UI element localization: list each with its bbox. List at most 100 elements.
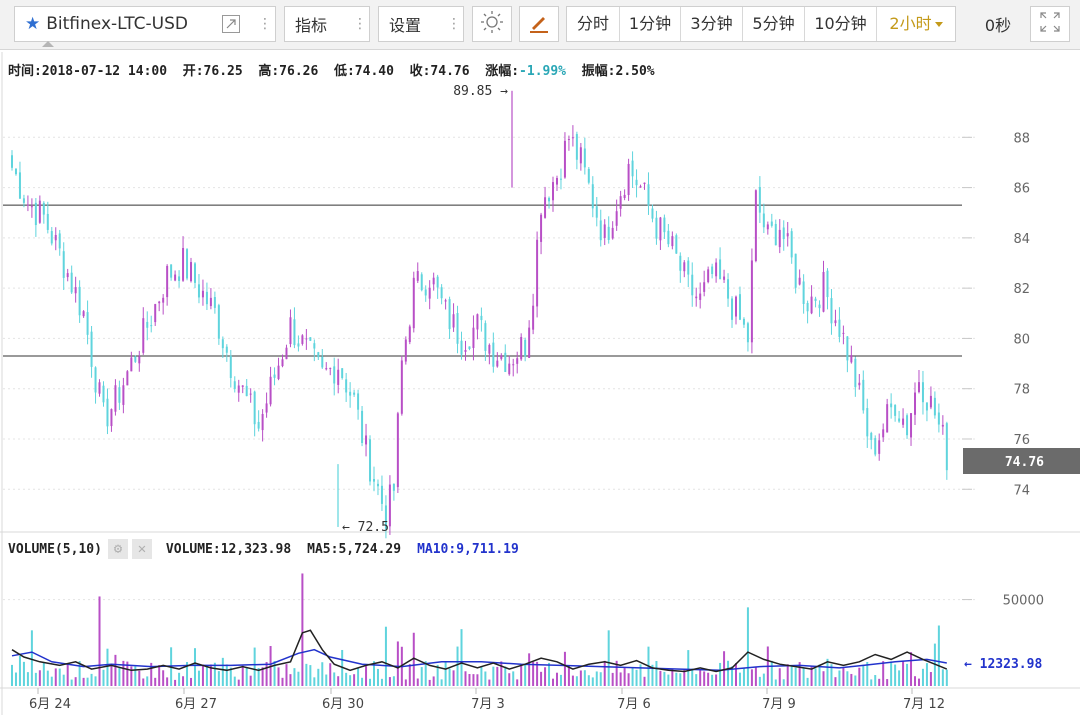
candle-body	[941, 424, 944, 427]
settings-dots-icon[interactable]: ⋮	[447, 16, 461, 32]
candle-body	[30, 206, 33, 208]
candle-body	[802, 281, 805, 304]
candle-body	[476, 314, 479, 330]
volume-bar	[778, 668, 781, 686]
more-dots-icon[interactable]: ⋮	[258, 16, 272, 32]
symbol-selector[interactable]: ★ Bitfinex-LTC-USD ⋮	[14, 6, 276, 47]
candle-body	[158, 301, 161, 304]
theme-toggle-button[interactable]	[472, 6, 512, 42]
candle-body	[261, 413, 264, 431]
volume-bar	[945, 669, 948, 686]
volume-bar	[122, 660, 125, 686]
volume-bar	[412, 632, 415, 686]
volume-bar	[186, 662, 189, 686]
volume-bar	[838, 670, 841, 686]
volume-bar	[842, 667, 845, 686]
candle-body	[444, 300, 447, 302]
volume-bar	[388, 677, 391, 686]
candle-body	[297, 343, 300, 347]
volume-bar	[82, 677, 85, 686]
price-tick-label: 86	[1013, 182, 1030, 197]
volume-bar	[874, 675, 877, 686]
candle-body	[814, 298, 817, 301]
candle-body	[221, 339, 224, 349]
countdown-timer: 0秒	[968, 6, 1028, 42]
candle-body	[555, 178, 558, 185]
candle-body	[611, 227, 614, 239]
candle-body	[536, 239, 539, 307]
volume-bar	[70, 679, 73, 686]
low-label: 低:	[333, 64, 355, 79]
gear-icon[interactable]: ⚙	[107, 539, 128, 559]
candle-body	[281, 359, 284, 367]
tab-timeframe-3min[interactable]: 3分钟	[681, 7, 743, 41]
candle-body	[512, 364, 515, 366]
volume-bar	[941, 669, 944, 686]
volume-bar	[285, 664, 288, 686]
draw-tool-button[interactable]	[519, 6, 559, 42]
candle-body	[213, 297, 216, 308]
volume-bar	[142, 678, 145, 686]
tab-timeframe-2h[interactable]: 2小时	[877, 7, 955, 41]
volume-bar	[727, 660, 730, 686]
candle-body	[480, 315, 483, 321]
volume-bar	[277, 667, 280, 686]
candle-body	[742, 318, 745, 325]
volume-bar	[162, 670, 165, 686]
tab-timeframe-5min[interactable]: 5分钟	[743, 7, 805, 41]
tab-timeframe-1min[interactable]: 1分钟	[620, 7, 681, 41]
settings-button[interactable]: 设置 ⋮	[378, 6, 464, 42]
candle-body	[639, 186, 642, 188]
volume-bar	[683, 668, 686, 686]
indicators-button[interactable]: 指标 ⋮	[284, 6, 370, 42]
indicators-label: 指标	[295, 16, 328, 35]
candle-body	[265, 403, 268, 413]
candle-body	[388, 484, 391, 527]
fullscreen-button[interactable]	[1030, 6, 1070, 42]
candle-body	[237, 385, 240, 393]
volume-bar	[846, 671, 849, 686]
candle-body	[663, 217, 666, 233]
volume-bar	[822, 671, 825, 686]
candle-body	[245, 385, 248, 397]
candle-body	[552, 182, 555, 201]
candle-body	[26, 204, 29, 206]
volume-bar	[102, 669, 105, 686]
volume-bar	[349, 675, 352, 686]
volume-bar	[723, 651, 726, 686]
close-icon[interactable]: ✕	[131, 539, 152, 559]
volume-bar	[500, 661, 503, 686]
candle-body	[58, 233, 61, 249]
chevron-down-icon	[934, 22, 943, 27]
volume-bar	[866, 662, 869, 686]
volume-bar	[552, 678, 555, 686]
candle-body	[711, 266, 714, 274]
favorite-star-icon[interactable]: ★	[25, 14, 41, 34]
high-label: 高:	[258, 64, 280, 79]
candle-body	[190, 262, 193, 282]
volume-bar	[870, 679, 873, 686]
candle-body	[412, 277, 415, 329]
volume-bar	[591, 677, 594, 686]
volume-bar	[305, 663, 308, 686]
candle-body	[703, 282, 706, 292]
tab-timeframe-timeshare[interactable]: 分时	[567, 7, 620, 41]
candle-body	[134, 356, 137, 362]
popout-icon[interactable]	[222, 15, 240, 33]
candle-body	[719, 259, 722, 280]
volume-bar	[34, 672, 37, 686]
candle-body	[603, 224, 606, 238]
volume-bar	[333, 672, 336, 686]
candle-body	[448, 299, 451, 330]
volume-bar	[237, 679, 240, 686]
volume-bar	[432, 676, 435, 686]
candle-body	[715, 262, 718, 277]
indicators-dots-icon[interactable]: ⋮	[353, 16, 367, 32]
candle-body	[619, 196, 622, 209]
candle-body	[257, 421, 260, 429]
candle-body	[659, 217, 662, 241]
tab-timeframe-10min[interactable]: 10分钟	[805, 7, 877, 41]
volume-bar	[802, 668, 805, 686]
volume-bar	[197, 670, 200, 686]
